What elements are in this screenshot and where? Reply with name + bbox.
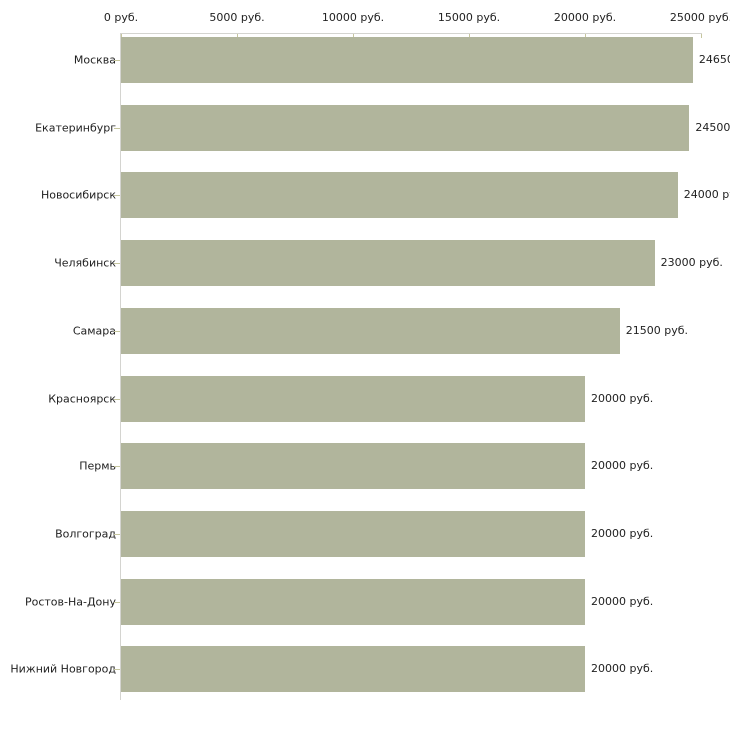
x-tick-mark — [353, 34, 354, 38]
bar-value-label: 20000 руб. — [591, 459, 654, 473]
y-tick-mark — [114, 128, 120, 129]
x-tick-mark — [469, 34, 470, 38]
x-tick-label: 10000 руб. — [321, 11, 385, 24]
bar — [121, 646, 585, 693]
category-label: Пермь — [79, 459, 116, 473]
bar — [121, 443, 585, 490]
x-tick-label: 0 руб. — [103, 11, 139, 24]
category-label: Новосибирск — [40, 188, 116, 202]
y-tick-mark — [114, 331, 120, 332]
y-tick-mark — [114, 195, 120, 196]
category-label: Екатеринбург — [35, 121, 116, 135]
bar-value-label: 21500 руб. — [625, 323, 689, 337]
y-axis-line — [120, 33, 121, 700]
bar — [121, 375, 585, 422]
bar-value-label: 24650 руб. — [698, 53, 730, 66]
bar-value-label: 24500 руб. — [695, 120, 730, 134]
x-axis-line — [121, 33, 702, 34]
y-tick-mark — [114, 602, 120, 603]
x-tick-label: 25000 руб. — [669, 11, 730, 24]
bar — [121, 578, 585, 625]
bar-value-label: 20000 руб. — [591, 391, 654, 405]
bar — [121, 104, 690, 151]
category-label: Красноярск — [48, 392, 116, 405]
y-tick-mark — [114, 263, 120, 264]
y-tick-mark — [114, 60, 120, 61]
y-tick-mark — [114, 466, 120, 467]
category-label: Волгоград — [55, 527, 116, 541]
y-tick-mark — [114, 534, 120, 535]
y-tick-mark — [114, 399, 120, 400]
bar — [121, 307, 620, 354]
x-tick-mark — [121, 34, 122, 38]
x-tick-mark — [701, 34, 702, 38]
bar-value-label: 23000 руб. — [660, 256, 723, 270]
bar-value-label: 20000 руб. — [591, 662, 654, 676]
bar-value-label: 24000 руб. — [683, 188, 730, 202]
category-label: Москва — [73, 53, 116, 67]
bar — [121, 37, 693, 83]
x-tick-label: 20000 руб. — [553, 11, 617, 24]
bar — [121, 240, 655, 287]
x-tick-label: 5000 руб. — [209, 11, 265, 24]
bar — [121, 172, 678, 219]
x-tick-mark — [237, 34, 238, 38]
category-label: Самара — [72, 324, 116, 338]
x-tick-mark — [585, 34, 586, 38]
bar-value-label: 20000 руб. — [591, 594, 654, 608]
bar-value-label: 20000 руб. — [591, 526, 654, 540]
y-tick-mark — [114, 669, 120, 670]
category-label: Челябинск — [54, 256, 116, 270]
bar — [121, 510, 585, 557]
category-label: Ростов-На-Дону — [24, 595, 116, 609]
x-tick-label: 15000 руб. — [437, 11, 501, 24]
category-label: Нижний Новгород — [10, 662, 116, 676]
